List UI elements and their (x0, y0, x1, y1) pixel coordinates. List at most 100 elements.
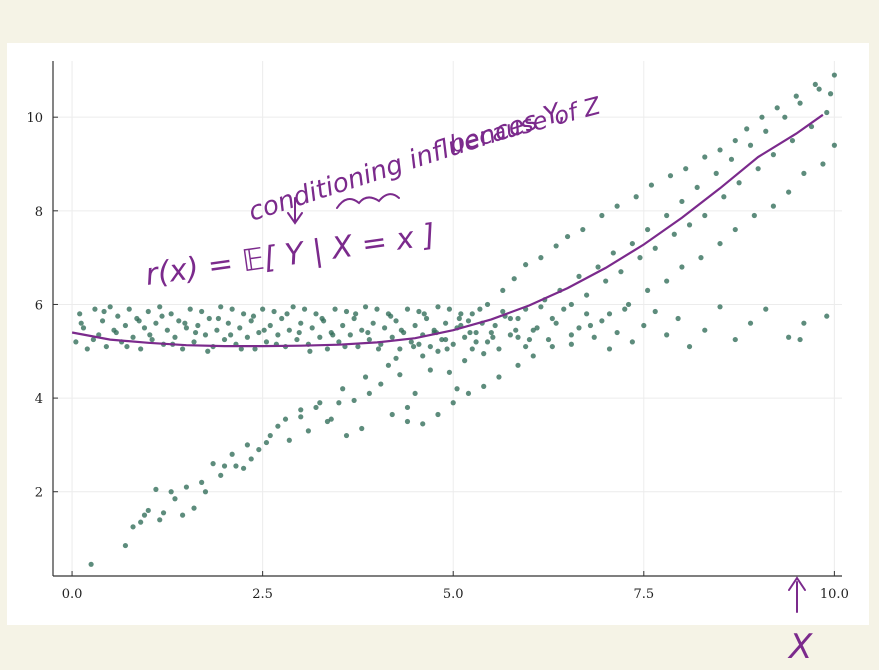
data-point (382, 325, 388, 331)
data-point (366, 390, 372, 397)
data-point (467, 329, 473, 336)
data-point (240, 311, 247, 317)
data-point (206, 315, 212, 322)
data-point (679, 198, 685, 205)
data-point (606, 346, 613, 352)
data-point (389, 411, 395, 418)
data-point (218, 304, 224, 310)
data-point (275, 332, 281, 338)
data-point (553, 243, 559, 249)
data-point (435, 348, 441, 354)
data-point (324, 418, 331, 425)
data-point (225, 320, 231, 326)
data-point (240, 465, 247, 471)
data-point (141, 512, 148, 518)
data-point (393, 318, 399, 324)
data-point (702, 327, 708, 333)
data-point (523, 343, 529, 350)
data-point (568, 332, 574, 338)
data-point (694, 184, 700, 191)
data-point (770, 152, 776, 158)
data-point (496, 374, 502, 380)
data-point (465, 390, 472, 397)
data-point (603, 278, 609, 284)
data-point (122, 542, 129, 549)
data-point (374, 306, 380, 312)
data-point (351, 315, 357, 322)
data-point (359, 425, 365, 432)
data-point (774, 105, 780, 111)
data-point (641, 322, 647, 329)
data-point (267, 322, 273, 329)
y-tick-label: 6 (35, 298, 43, 313)
data-point (298, 320, 304, 326)
data-point (421, 311, 427, 317)
data-point (389, 334, 395, 340)
data-point (145, 308, 151, 315)
data-point (515, 362, 521, 368)
data-point (496, 346, 502, 352)
data-point (271, 308, 277, 315)
data-point (113, 329, 119, 336)
data-point (282, 416, 289, 422)
annotation-note-line2: because of Z (446, 91, 604, 158)
up-arrow-icon (788, 576, 806, 613)
data-point (248, 456, 254, 462)
data-point (797, 100, 803, 106)
data-point (427, 343, 433, 350)
data-point (664, 278, 670, 284)
data-point (92, 306, 98, 312)
tick-labels: 0.0 2.5 5.0 7.5 10.0 2 4 6 8 10 (26, 111, 848, 602)
data-point (107, 304, 113, 310)
data-point (412, 390, 418, 397)
data-point (736, 180, 742, 186)
data-point (365, 329, 371, 336)
data-point (168, 311, 174, 317)
data-point (812, 81, 818, 88)
data-point (122, 322, 129, 329)
down-arrow-icon (287, 197, 303, 225)
data-point (187, 306, 193, 312)
data-point (263, 439, 270, 446)
data-point (538, 255, 544, 261)
data-point (244, 334, 250, 340)
data-point (229, 306, 235, 312)
data-point (427, 367, 433, 373)
data-point (138, 519, 144, 525)
data-point (138, 346, 144, 352)
data-point (205, 348, 211, 354)
data-point (192, 329, 199, 336)
data-point (625, 301, 632, 308)
data-point (698, 255, 704, 261)
data-point (124, 343, 130, 350)
data-point (397, 346, 403, 352)
data-point (477, 306, 483, 312)
data-point (820, 161, 826, 167)
data-point (561, 306, 567, 312)
data-point (664, 332, 670, 338)
data-point (370, 320, 376, 326)
data-point (744, 126, 750, 132)
data-point (84, 346, 90, 352)
data-point (618, 269, 624, 275)
data-point (248, 318, 254, 324)
data-point (195, 322, 201, 329)
data-point (286, 327, 292, 333)
data-point (309, 325, 315, 331)
data-point (728, 156, 735, 162)
data-point (831, 72, 837, 78)
data-point (279, 315, 285, 322)
data-point (789, 137, 796, 144)
data-point (130, 334, 136, 340)
data-point (164, 327, 170, 333)
data-point (238, 346, 244, 352)
data-point (260, 306, 266, 312)
data-point (763, 306, 769, 312)
data-points (73, 72, 837, 567)
data-point (500, 287, 506, 294)
data-point (267, 432, 273, 439)
data-point (652, 245, 658, 251)
data-point (353, 311, 359, 317)
data-point (351, 397, 357, 404)
data-point (375, 346, 382, 352)
